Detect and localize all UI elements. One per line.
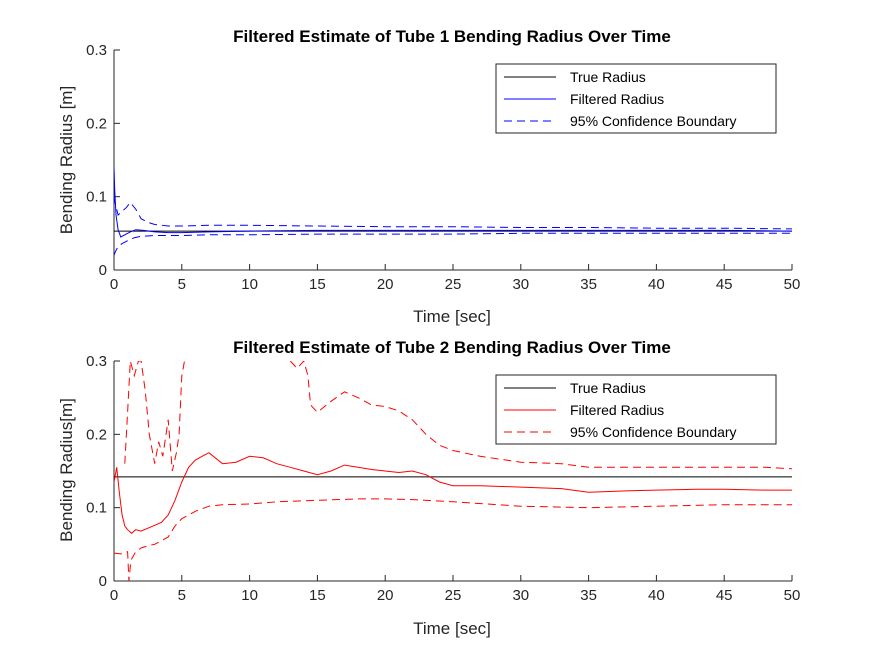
x-tick-label: 35	[580, 276, 597, 293]
x-tick-label: 30	[512, 587, 529, 604]
confidence-boundary-line	[114, 232, 792, 256]
x-tick-label: 0	[110, 276, 118, 293]
confidence-boundary-line	[114, 498, 792, 581]
x-tick-label: 0	[110, 587, 118, 604]
x-tick-label: 20	[377, 276, 394, 293]
x-tick-label: 30	[512, 276, 529, 293]
legend-label: 95% Confidence Boundary	[570, 424, 737, 440]
y-tick-label: 0.3	[86, 42, 107, 59]
y-tick-label: 0	[99, 573, 107, 590]
x-tick-label: 40	[648, 276, 665, 293]
chart-tube2: Filtered Estimate of Tube 2 Bending Radi…	[57, 338, 800, 638]
confidence-boundary-line	[124, 361, 185, 472]
x-tick-label: 15	[309, 276, 326, 293]
y-tick-label: 0.3	[86, 353, 107, 370]
legend-label: Filtered Radius	[570, 91, 664, 107]
x-tick-label: 45	[716, 276, 733, 293]
y-tick-label: 0.2	[86, 426, 107, 443]
x-tick-label: 45	[716, 587, 733, 604]
chart-title: Filtered Estimate of Tube 2 Bending Radi…	[233, 338, 671, 357]
chart-title: Filtered Estimate of Tube 1 Bending Radi…	[233, 27, 671, 46]
confidence-boundary-line	[114, 196, 792, 230]
filtered-radius-line	[114, 452, 792, 534]
x-tick-label: 50	[784, 276, 801, 293]
legend-label: True Radius	[570, 380, 646, 396]
x-tick-label: 40	[648, 587, 665, 604]
x-tick-label: 35	[580, 587, 597, 604]
legend-label: Filtered Radius	[570, 402, 664, 418]
y-axis-label: Bending Radius[m]	[57, 398, 76, 542]
x-axis-label: Time [sec]	[413, 307, 491, 326]
y-axis-label: Bending Radius [m]	[57, 86, 76, 234]
y-tick-label: 0.2	[86, 115, 107, 132]
x-axis-label: Time [sec]	[413, 619, 491, 638]
legend: True Radius Filtered Radius 95% Confidence…	[495, 374, 777, 445]
y-tick-label: 0.1	[86, 500, 107, 517]
x-tick-label: 15	[309, 587, 326, 604]
x-tick-label: 50	[784, 587, 801, 604]
x-tick-label: 5	[178, 276, 186, 293]
x-tick-label: 5	[178, 587, 186, 604]
legend-label: True Radius	[570, 69, 646, 85]
legend: True Radius Filtered Radius 95% Confidence…	[495, 63, 777, 134]
confidence-boundary-line	[289, 361, 792, 470]
chart-tube1: Filtered Estimate of Tube 1 Bending Radi…	[57, 27, 800, 326]
y-tick-label: 0	[99, 262, 107, 279]
x-tick-label: 20	[377, 587, 394, 604]
legend-label: 95% Confidence Boundary	[570, 113, 737, 129]
y-tick-label: 0.1	[86, 189, 107, 206]
x-tick-label: 10	[241, 276, 258, 293]
x-tick-label: 25	[445, 276, 462, 293]
x-tick-label: 25	[445, 587, 462, 604]
filtered-radius-line	[114, 167, 792, 238]
x-tick-label: 10	[241, 587, 258, 604]
